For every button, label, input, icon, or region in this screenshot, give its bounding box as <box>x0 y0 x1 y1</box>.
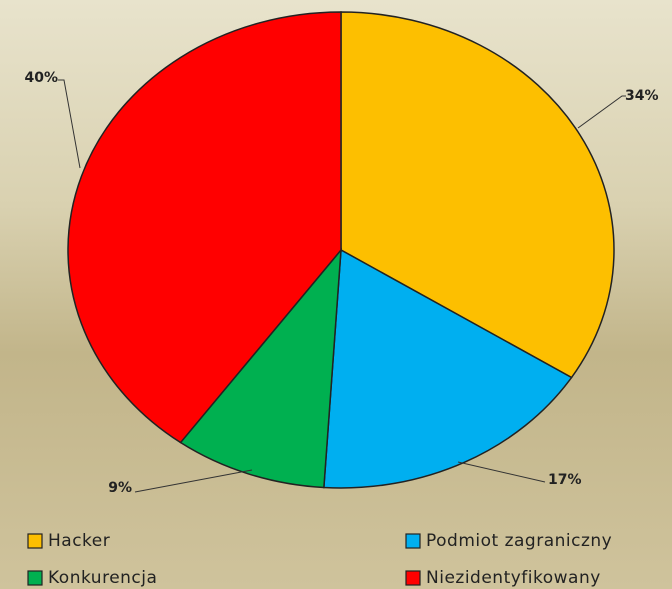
legend: Hacker Podmiot zagraniczny Konkurencja Niez… <box>27 531 612 588</box>
legend-swatch <box>405 533 421 549</box>
legend-swatch <box>27 570 43 586</box>
pie-slice <box>340 11 615 379</box>
pie-slice <box>323 248 573 489</box>
data-label: 17% <box>548 472 582 488</box>
labels: 34% 17% 9% 40% <box>24 70 658 496</box>
legend-label: Konkurencja <box>48 568 157 588</box>
legend-label: Podmiot zagraniczny <box>426 531 612 551</box>
leader-line <box>58 79 81 169</box>
leader-line <box>134 469 253 493</box>
legend-label: Niezidentyfikowany <box>426 568 601 588</box>
legend-swatch <box>27 533 43 549</box>
pie-slice <box>67 11 342 444</box>
legend-label: Hacker <box>48 531 110 551</box>
pie <box>67 11 615 489</box>
legend-swatch <box>405 570 421 586</box>
leader-line <box>577 95 626 129</box>
data-label: 34% <box>625 88 659 104</box>
data-label: 40% <box>24 70 58 86</box>
pie-slice <box>179 247 342 489</box>
data-label: 9% <box>108 480 132 496</box>
leader-line <box>457 461 546 483</box>
